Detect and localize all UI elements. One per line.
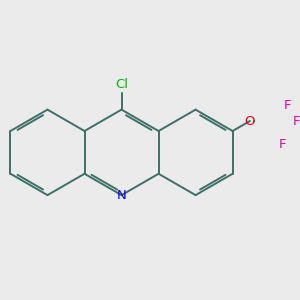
Text: N: N bbox=[117, 189, 126, 202]
Text: F: F bbox=[284, 99, 291, 112]
Text: O: O bbox=[244, 115, 255, 128]
Text: F: F bbox=[279, 138, 286, 151]
Text: F: F bbox=[292, 115, 300, 128]
Text: Cl: Cl bbox=[115, 78, 128, 91]
